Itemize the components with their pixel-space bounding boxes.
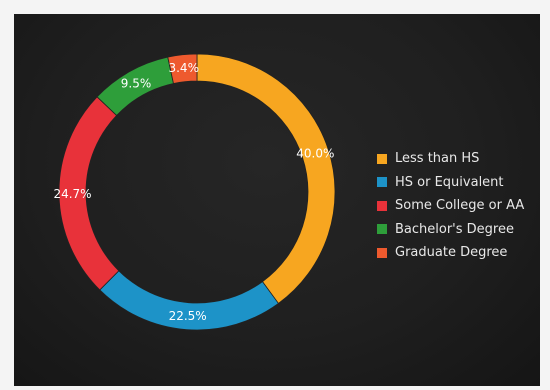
- legend-item-some-college-or-aa: Some College or AA: [377, 194, 540, 218]
- legend-swatch: [377, 177, 387, 188]
- data-label-less-than-hs: 40.0%: [296, 146, 334, 160]
- donut-chart: 40.0% 22.5% 24.7% 9.5% 3.4%: [53, 53, 336, 331]
- legend-label: Some College or AA: [395, 198, 525, 214]
- legend-item-less-than-hs: Less than HS: [377, 147, 540, 171]
- data-label-graduate-degree: 3.4%: [168, 61, 199, 75]
- donut-slice-graduate-degree: [167, 53, 198, 84]
- legend-swatch: [377, 224, 387, 235]
- legend-label: Graduate Degree: [395, 245, 508, 261]
- legend-label: HS or Equivalent: [395, 174, 504, 190]
- chart-slide: 40.0% 22.5% 24.7% 9.5% 3.4% Less than HS HS …: [14, 14, 540, 386]
- legend-label: Bachelor's Degree: [395, 221, 514, 237]
- data-label-bachelor-s-degree: 9.5%: [121, 76, 152, 90]
- donut-slice-less-than-hs: [196, 53, 336, 304]
- legend-swatch: [377, 247, 387, 258]
- data-label-some-college-or-aa: 24.7%: [53, 187, 91, 201]
- legend-swatch: [377, 200, 387, 211]
- legend-item-bachelors-degree: Bachelor's Degree: [377, 218, 540, 242]
- legend-item-graduate-degree: Graduate Degree: [377, 241, 540, 265]
- data-label-hs-or-equivalent: 22.5%: [169, 309, 207, 323]
- legend-item-hs-or-equivalent: HS or Equivalent: [377, 171, 540, 195]
- chart-legend: Less than HS HS or Equivalent Some Colle…: [377, 147, 540, 265]
- legend-label: Less than HS: [395, 151, 480, 167]
- legend-swatch: [377, 153, 387, 164]
